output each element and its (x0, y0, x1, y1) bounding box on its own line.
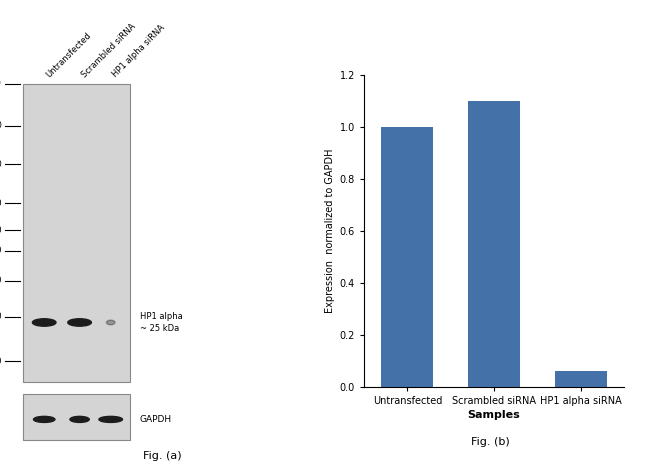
Ellipse shape (34, 417, 55, 422)
Text: 260: 260 (0, 79, 2, 89)
Ellipse shape (99, 417, 122, 422)
FancyBboxPatch shape (23, 84, 130, 382)
Text: Fig. (a): Fig. (a) (143, 452, 182, 461)
Text: HP1 alpha siRNA: HP1 alpha siRNA (111, 23, 166, 79)
Ellipse shape (70, 417, 89, 422)
Text: 80: 80 (0, 199, 2, 208)
X-axis label: Samples: Samples (467, 410, 521, 420)
Text: GAPDH: GAPDH (140, 415, 172, 424)
Text: Scrambled siRNA: Scrambled siRNA (79, 22, 137, 79)
Text: 40: 40 (0, 276, 2, 285)
Text: 60: 60 (0, 226, 2, 234)
Text: Fig. (b): Fig. (b) (471, 438, 510, 447)
Text: 50: 50 (0, 247, 2, 255)
Ellipse shape (32, 319, 56, 326)
FancyBboxPatch shape (23, 394, 130, 440)
Bar (382, 127, 434, 387)
Text: 30: 30 (0, 312, 2, 321)
Text: Untransfected: Untransfected (44, 30, 93, 79)
Bar (468, 101, 520, 387)
Ellipse shape (68, 319, 92, 326)
Text: HP1 alpha
~ 25 kDa: HP1 alpha ~ 25 kDa (140, 312, 183, 333)
Text: 20: 20 (0, 357, 2, 366)
Y-axis label: Expression  normalized to GAPDH: Expression normalized to GAPDH (326, 148, 335, 313)
Ellipse shape (107, 320, 115, 325)
Text: 160: 160 (0, 121, 2, 130)
Text: 110: 110 (0, 160, 2, 169)
Bar (554, 371, 606, 387)
